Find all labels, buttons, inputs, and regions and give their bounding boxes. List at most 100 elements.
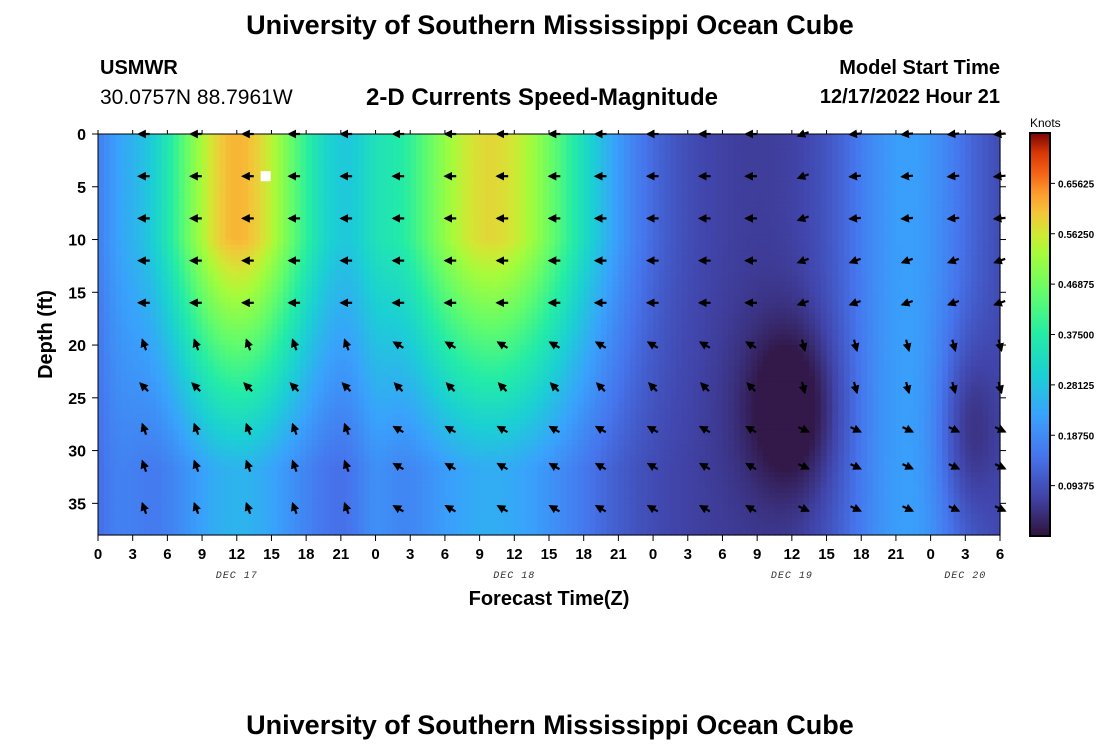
heat-cell	[150, 524, 157, 531]
heat-cell	[219, 244, 226, 251]
heat-cell	[306, 513, 313, 520]
heat-cell	[103, 244, 111, 251]
heat-cell	[317, 371, 325, 378]
heat-cell	[236, 476, 244, 483]
heat-cell	[352, 471, 359, 478]
heat-cell	[242, 482, 249, 489]
heat-cell	[219, 397, 226, 404]
heat-cell	[410, 471, 417, 478]
heat-cell	[167, 313, 174, 320]
heat-cell	[178, 350, 186, 357]
heat-cell	[358, 308, 365, 314]
heat-cell	[427, 313, 434, 320]
heat-cell	[184, 392, 192, 399]
heat-cell	[213, 170, 221, 177]
heat-cell	[300, 165, 307, 172]
heat-cell	[398, 281, 406, 288]
heat-cell	[132, 239, 140, 246]
heat-cell	[121, 139, 128, 146]
heat-cell	[265, 487, 273, 494]
heat-cell	[352, 202, 359, 209]
heat-cell	[352, 508, 359, 515]
heat-cell	[300, 271, 307, 278]
heat-cell	[323, 207, 330, 214]
heat-cell	[265, 255, 273, 262]
heat-cell	[311, 308, 319, 314]
heat-cell	[230, 271, 238, 278]
heat-cell	[161, 281, 168, 288]
heat-cell	[462, 160, 469, 167]
heat-cell	[358, 513, 365, 520]
heat-cell	[433, 339, 440, 346]
heat-cell	[254, 207, 261, 214]
heat-cell	[335, 218, 342, 225]
heat-cell	[352, 176, 359, 183]
heat-cell	[230, 192, 238, 198]
heat-cell	[473, 371, 481, 378]
heat-cell	[352, 181, 359, 188]
heat-cell	[196, 186, 203, 193]
heat-cell	[202, 397, 209, 404]
heat-cell	[132, 492, 140, 499]
heat-cell	[300, 297, 307, 304]
heat-cell	[358, 334, 365, 341]
heat-cell	[225, 181, 232, 188]
heat-cell	[259, 482, 267, 489]
heat-cell	[265, 323, 273, 330]
heat-cell	[242, 529, 249, 536]
heat-cell	[456, 250, 463, 256]
heat-cell	[462, 265, 469, 272]
heat-cell	[335, 271, 342, 278]
heat-cell	[283, 403, 290, 409]
heat-cell	[450, 350, 458, 357]
heat-cell	[473, 297, 481, 304]
heat-cell	[387, 181, 394, 188]
heat-cell	[283, 519, 290, 526]
heat-cell	[254, 297, 261, 304]
heat-cell	[103, 139, 111, 146]
heat-cell	[155, 244, 163, 251]
heat-cell	[473, 239, 481, 246]
heat-cell	[410, 223, 417, 230]
heat-cell	[369, 160, 377, 167]
heat-cell	[138, 144, 145, 151]
heat-cell	[265, 392, 273, 399]
heat-cell	[207, 471, 215, 478]
heat-cell	[277, 492, 284, 499]
heat-cell	[317, 155, 325, 161]
heat-cell	[236, 281, 244, 288]
heat-cell	[358, 318, 365, 325]
heat-cell	[109, 234, 116, 241]
heat-cell	[184, 508, 192, 515]
heat-cell	[410, 334, 417, 341]
heat-cell	[138, 476, 145, 483]
heat-cell	[317, 366, 325, 373]
heat-cell	[144, 297, 151, 304]
heat-cell	[369, 239, 377, 246]
heat-cell	[265, 434, 273, 441]
heat-cell	[283, 455, 290, 462]
heat-cell	[230, 202, 238, 209]
heat-cell	[416, 498, 423, 504]
heat-cell	[259, 466, 267, 473]
heat-cell	[398, 287, 406, 293]
heat-cell	[306, 345, 313, 351]
heat-cell	[144, 476, 151, 483]
heat-cell	[421, 207, 429, 214]
heat-cell	[404, 455, 411, 462]
heat-cell	[358, 160, 365, 167]
heat-cell	[213, 308, 221, 314]
heat-cell	[259, 529, 267, 536]
heat-cell	[369, 144, 377, 151]
heat-cell	[213, 471, 221, 478]
heat-cell	[288, 498, 296, 504]
heat-cell	[358, 503, 365, 510]
heat-cell	[444, 403, 452, 409]
heat-cell	[416, 355, 423, 362]
heat-cell	[300, 371, 307, 378]
heat-cell	[410, 218, 417, 225]
heat-cell	[150, 323, 157, 330]
heat-cell	[277, 424, 284, 431]
heat-cell	[271, 397, 278, 404]
heat-cell	[421, 197, 429, 204]
